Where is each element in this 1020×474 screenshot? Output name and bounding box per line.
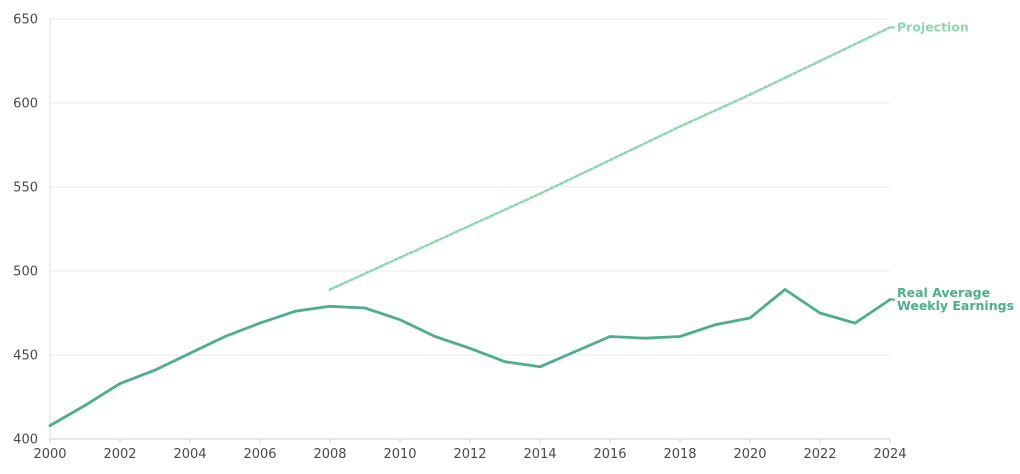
y-tick-label: 500 — [13, 265, 38, 280]
data-point — [468, 224, 472, 227]
data-point — [818, 311, 822, 315]
data-point — [363, 306, 367, 310]
series-label: Real Average — [897, 285, 990, 300]
x-tick-label: 2022 — [803, 447, 836, 462]
x-tick-label: 2004 — [173, 447, 206, 462]
series-label: Weekly Earnings — [897, 298, 1014, 313]
y-tick-label: 600 — [13, 97, 38, 112]
series-line — [48, 288, 892, 428]
data-point — [783, 288, 787, 291]
data-point — [713, 323, 717, 327]
data-point — [293, 310, 297, 313]
x-tick-label: 2018 — [663, 447, 696, 462]
data-point — [608, 335, 612, 338]
data-point — [573, 350, 577, 353]
x-tick-label: 2014 — [523, 447, 556, 462]
data-point — [223, 335, 227, 338]
data-point — [118, 382, 122, 385]
y-axis: 400 450 500 550 600 650 — [13, 13, 38, 448]
x-tick-label: 2006 — [243, 447, 276, 462]
series-label: Projection — [897, 19, 969, 34]
y-tick-label: 400 — [13, 433, 38, 448]
x-tick-label: 2024 — [873, 447, 906, 462]
data-point — [153, 368, 157, 372]
x-tick-label: 2012 — [453, 447, 486, 462]
data-point — [538, 365, 542, 369]
data-point — [503, 360, 507, 364]
x-tick-label: 2000 — [33, 447, 66, 462]
data-point — [48, 424, 52, 427]
data-point — [83, 404, 87, 407]
y-tick-label: 650 — [13, 13, 38, 28]
x-tick-label: 2008 — [313, 447, 346, 462]
data-point — [468, 346, 472, 350]
x-tick-label: 2016 — [593, 447, 626, 462]
data-point — [258, 321, 262, 325]
y-tick-label: 550 — [13, 181, 38, 196]
x-tick-label: 2002 — [103, 447, 136, 462]
y-tick-label: 450 — [13, 349, 38, 364]
x-axis: 2000 2002 2004 2006 2008 2010 2012 2014 2016 2018… — [33, 438, 907, 462]
data-point — [608, 158, 612, 162]
data-point — [678, 335, 682, 338]
data-point — [398, 256, 402, 259]
data-point — [643, 336, 647, 340]
data-point — [818, 59, 822, 63]
data-point — [748, 316, 752, 320]
data-point — [853, 321, 857, 325]
series-group — [48, 26, 892, 428]
data-point — [748, 93, 752, 96]
data-point — [398, 318, 402, 322]
data-point — [433, 335, 437, 338]
data-point — [328, 288, 332, 291]
series-line — [328, 26, 892, 291]
data-point — [678, 125, 682, 128]
gridlines — [50, 18, 890, 356]
data-point — [538, 192, 542, 196]
x-tick-label: 2010 — [383, 447, 416, 462]
data-point — [188, 352, 192, 355]
x-tick-label: 2020 — [733, 447, 766, 462]
data-point — [328, 304, 332, 308]
